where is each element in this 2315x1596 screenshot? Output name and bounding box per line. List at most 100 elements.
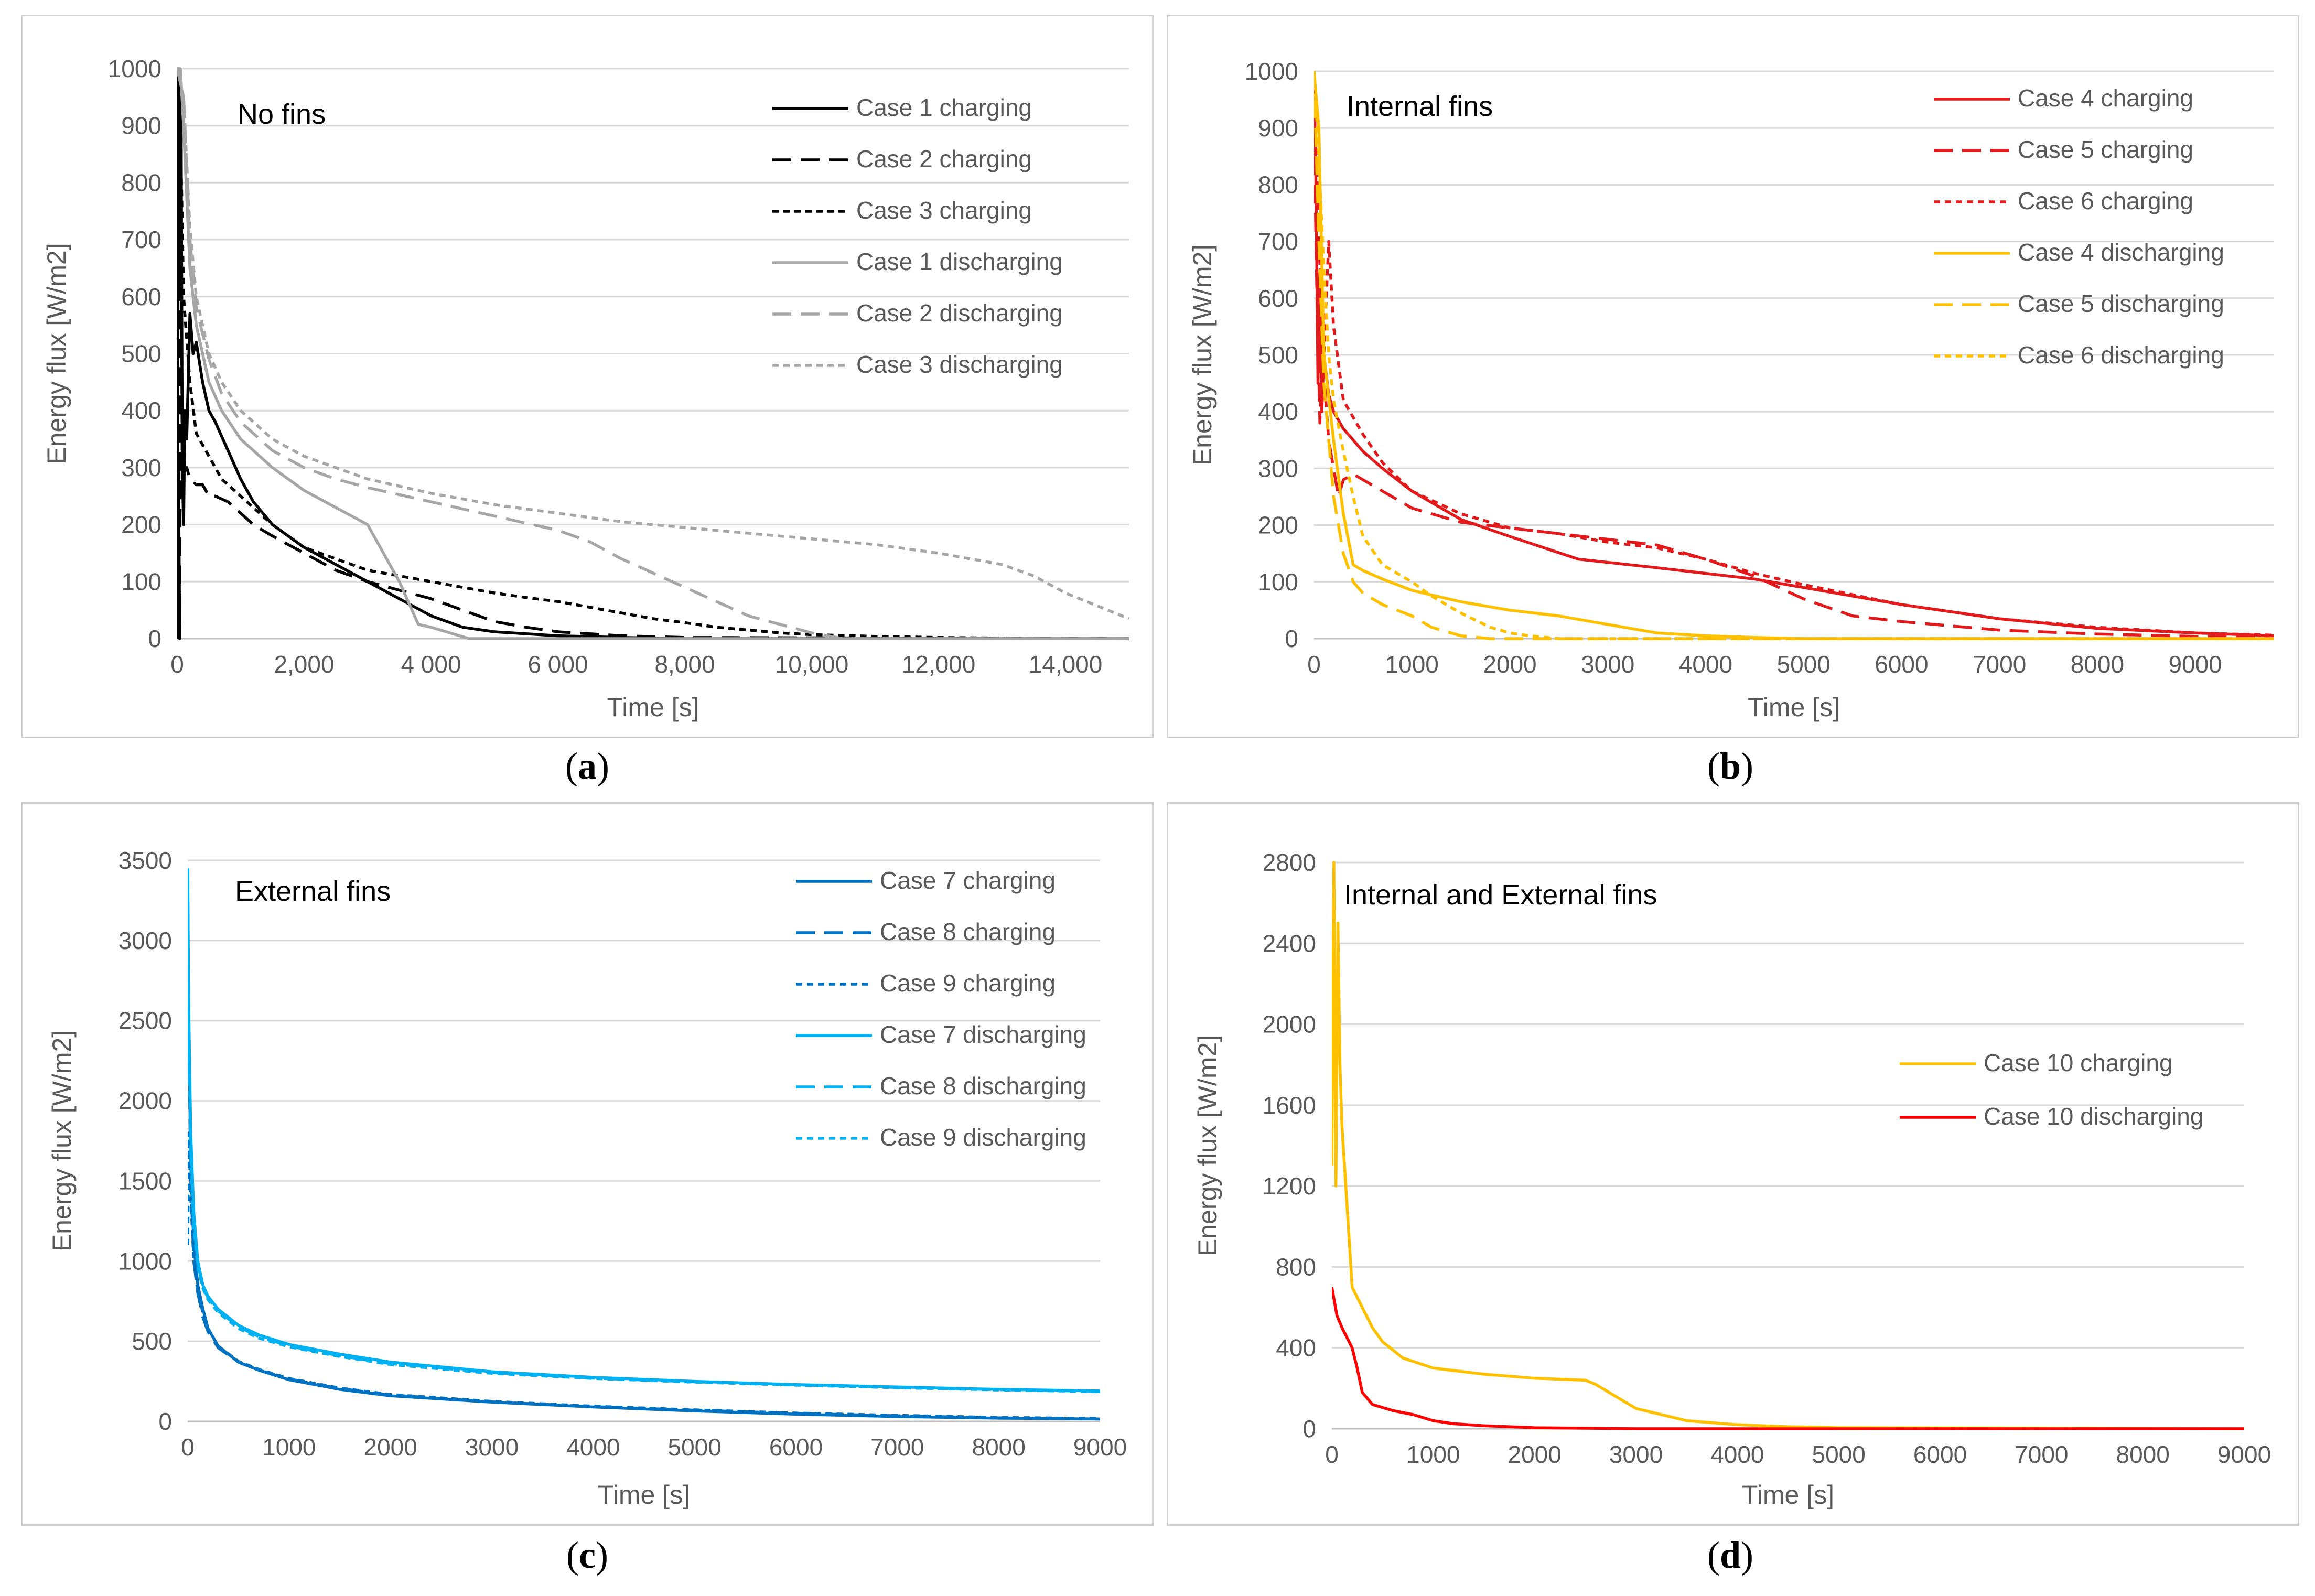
legend-label: Case 2 charging	[856, 145, 1032, 172]
chart-svg-d: 0 400 800 1200 1600 2000 2400 2800 0 1000 2000 3000…	[1193, 849, 2271, 1509]
legend-label: Case 5 charging	[2018, 136, 2193, 163]
y-tick-label: 500	[121, 340, 161, 368]
y-tick-label: 100	[1258, 568, 1298, 596]
y-tick-label: 800	[1258, 171, 1298, 198]
y-tick-label: 200	[121, 511, 161, 538]
y-tick-label: 0	[1302, 1415, 1316, 1442]
y-tick-label: 3500	[119, 847, 172, 874]
y-tick-label: 1600	[1263, 1092, 1316, 1119]
y-tick-label: 400	[1276, 1334, 1316, 1362]
y-tick-label: 1000	[1245, 58, 1298, 85]
x-tick-label: 4000	[566, 1433, 620, 1461]
x-tick-label: 3000	[1609, 1441, 1663, 1468]
series-line-case-10-charging	[1332, 861, 2245, 1430]
x-tick-label: 8,000	[654, 651, 715, 678]
x-tick-label: 4000	[1679, 651, 1732, 678]
x-tick-label: 1000	[1385, 651, 1439, 678]
y-tick-label: 800	[1276, 1253, 1316, 1280]
chart-panel-d: 0 400 800 1200 1600 2000 2400 2800 0 1000 2000 3000…	[1167, 802, 2299, 1526]
legend-label: Case 1 charging	[856, 94, 1032, 121]
x-tick-label: 2000	[363, 1433, 417, 1461]
legend-label: Case 8 charging	[880, 918, 1056, 945]
y-tick-label: 0	[148, 625, 161, 652]
chart-title: External fins	[235, 876, 391, 907]
y-tick-label: 700	[1258, 228, 1298, 255]
series-line-case-1-discharging	[177, 67, 1129, 640]
series-line-case-3-charging	[177, 68, 1034, 640]
series-line-case-2-charging	[177, 124, 1129, 640]
x-tick-label: 9000	[1073, 1433, 1127, 1461]
y-tick-label: 2000	[1263, 1011, 1316, 1038]
x-tick-label: 7000	[2015, 1441, 2068, 1468]
x-tick-label: 7000	[1973, 651, 2026, 678]
x-tick-label: 0	[181, 1433, 195, 1461]
legend-label: Case 7 charging	[880, 867, 1056, 894]
x-tick-label: 7000	[870, 1433, 924, 1461]
chart-title: Internal and External fins	[1344, 879, 1657, 911]
legend-label: Case 5 discharging	[2018, 290, 2224, 317]
legend-label: Case 6 charging	[2018, 187, 2193, 214]
series-line-case-5-discharging	[1314, 71, 2274, 640]
y-tick-label: 3000	[119, 927, 172, 954]
legend-label: Case 7 discharging	[880, 1021, 1086, 1048]
chart-panel-a: 0 100 200 300 400 500 600 700 800 900 1000 0 2,000 4 …	[21, 15, 1154, 738]
legend-label: Case 3 charging	[856, 197, 1032, 224]
legend-label: Case 8 discharging	[880, 1072, 1086, 1099]
x-tick-label: 1000	[1406, 1441, 1460, 1468]
chart-panel-c: 0 500 1000 1500 2000 2500 3000 3500 0 1000 2000 300…	[21, 802, 1154, 1526]
y-axis-label: Energy flux [W/m2]	[42, 243, 71, 464]
x-tick-label: 5000	[1812, 1441, 1865, 1468]
series-line-case-9-discharging	[188, 892, 1101, 1393]
series-line-case-6-discharging	[1314, 71, 2274, 640]
y-tick-label: 900	[1258, 114, 1298, 142]
y-tick-label: 400	[121, 397, 161, 424]
legend-label: Case 3 discharging	[856, 351, 1063, 378]
legend-label: Case 4 discharging	[2018, 239, 2224, 266]
series-line-case-3-discharging	[177, 68, 1130, 620]
caption-b: (b)	[1707, 745, 1753, 787]
x-tick-label: 10,000	[775, 651, 849, 678]
series-line-case-10-discharging	[1332, 1287, 2244, 1430]
x-axis-label: Time [s]	[607, 693, 699, 722]
y-tick-label: 0	[1285, 625, 1298, 652]
legend-label: Case 4 charging	[2018, 84, 2193, 112]
y-tick-label: 2000	[119, 1087, 172, 1115]
series-line-case-2-discharging	[177, 68, 1129, 640]
x-tick-label: 4000	[1710, 1441, 1764, 1468]
y-tick-label: 0	[158, 1408, 172, 1435]
caption-d: (d)	[1707, 1534, 1753, 1576]
x-tick-label: 12,000	[902, 651, 976, 678]
x-tick-label: 3000	[1581, 651, 1634, 678]
legend-label: Case 9 charging	[880, 969, 1056, 997]
y-axis-label: Energy flux [W/m2]	[1193, 1035, 1222, 1256]
x-tick-label: 6000	[1913, 1441, 1967, 1468]
y-tick-label: 800	[121, 169, 161, 196]
x-tick-label: 2,000	[274, 651, 334, 678]
legend-label: Case 6 discharging	[2018, 341, 2224, 369]
x-axis-label: Time [s]	[1742, 1480, 1834, 1509]
x-tick-label: 0	[1307, 651, 1321, 678]
x-tick-label: 6000	[1875, 651, 1928, 678]
y-axis-label: Energy flux [W/m2]	[47, 1030, 77, 1252]
series-line-case-4-discharging	[1314, 71, 2274, 640]
y-tick-label: 1000	[119, 1247, 172, 1275]
x-tick-label: 5000	[1777, 651, 1831, 678]
y-tick-label: 600	[121, 283, 161, 310]
y-tick-label: 2500	[119, 1007, 172, 1034]
x-tick-label: 1000	[262, 1433, 316, 1461]
x-axis-label: Time [s]	[598, 1480, 690, 1509]
y-tick-label: 2400	[1263, 930, 1316, 957]
x-tick-label: 0	[1325, 1441, 1339, 1468]
series-line-case-5-charging	[1314, 128, 2274, 639]
x-tick-label: 8000	[2071, 651, 2124, 678]
x-tick-label: 8000	[2116, 1441, 2169, 1468]
series-line-case-6-charging	[1314, 71, 2274, 637]
x-tick-label: 6 000	[527, 651, 588, 678]
y-tick-label: 1200	[1263, 1172, 1316, 1200]
y-tick-label: 1000	[108, 55, 161, 82]
chart-svg-a: 0 100 200 300 400 500 600 700 800 900 1000 0 2,000 4 …	[42, 55, 1130, 722]
y-tick-label: 1500	[119, 1167, 172, 1194]
x-tick-label: 3000	[465, 1433, 519, 1461]
y-tick-label: 700	[121, 226, 161, 253]
legend-label: Case 10 discharging	[1984, 1103, 2203, 1130]
